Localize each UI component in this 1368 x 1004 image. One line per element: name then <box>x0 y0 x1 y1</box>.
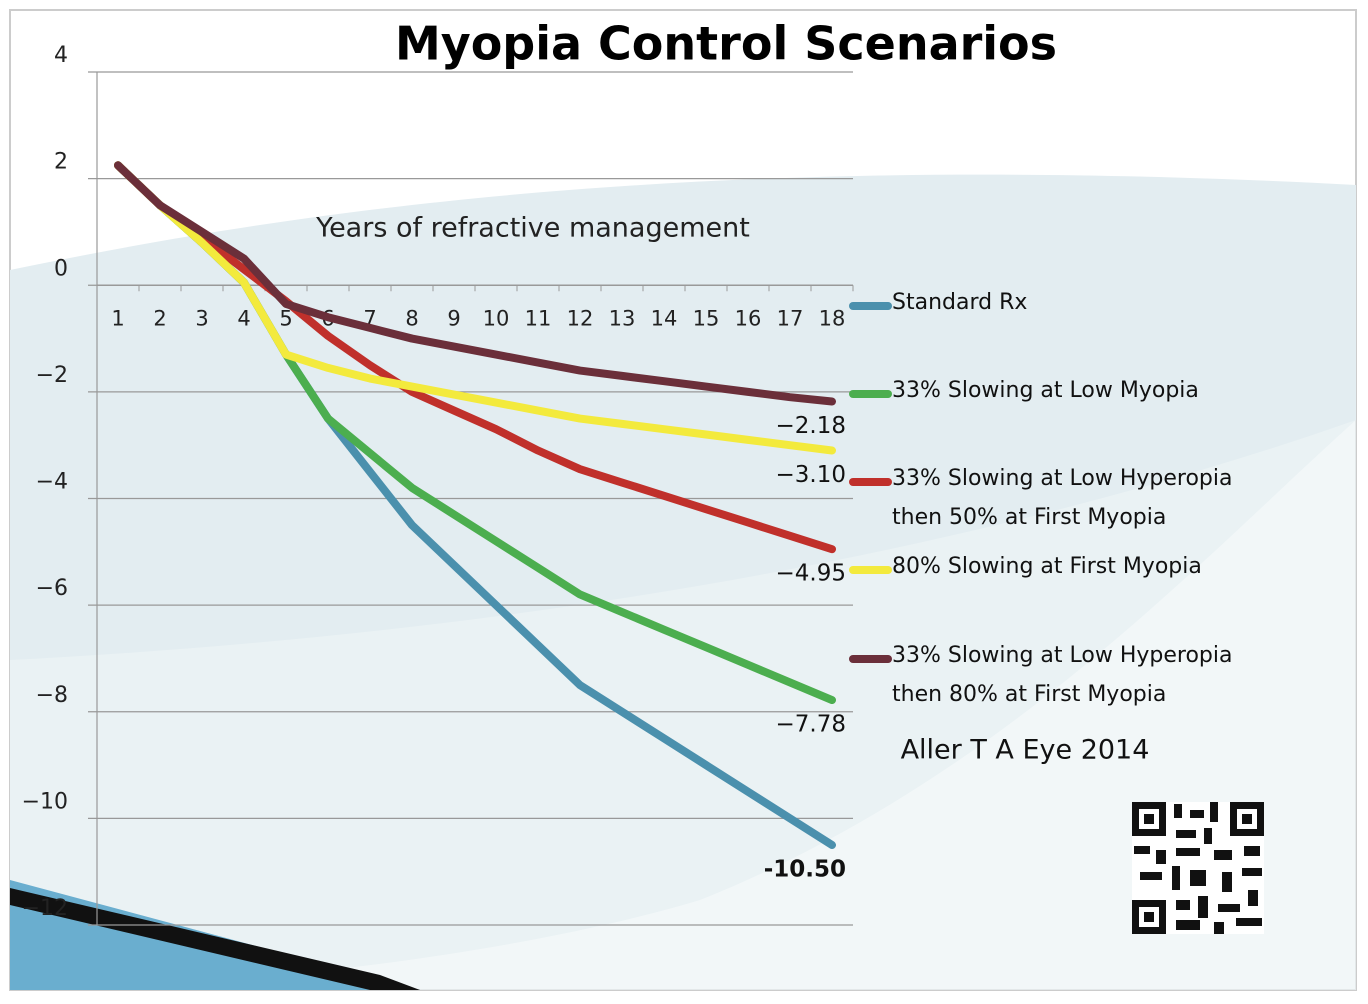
x-tick-label: 10 <box>483 306 510 330</box>
legend-label: 33% Slowing at Low Hyperopia then 50% at… <box>892 466 1233 530</box>
data-label: −4.95 <box>776 561 846 587</box>
data-label: −3.10 <box>776 462 846 488</box>
x-tick-label: 13 <box>609 306 636 330</box>
x-tick-label: 16 <box>735 306 762 330</box>
x-tick-label: 2 <box>153 306 166 330</box>
x-axis-title: Years of refractive management <box>315 213 750 244</box>
x-tick-label: 11 <box>525 306 552 330</box>
x-tick-label: 5 <box>279 306 292 330</box>
y-tick-label: −2 <box>36 363 68 388</box>
y-tick-label: −6 <box>36 576 68 601</box>
background-swoosh <box>10 420 1356 990</box>
x-tick-label: 17 <box>777 306 804 330</box>
y-tick-label: −10 <box>22 789 68 814</box>
chart-title: Myopia Control Scenarios <box>395 17 1057 71</box>
x-tick-label: 15 <box>693 306 720 330</box>
series-line <box>114 161 836 554</box>
y-tick-label: 0 <box>54 256 68 281</box>
y-tick-label: 2 <box>54 150 68 175</box>
y-tick-label: −8 <box>36 683 68 708</box>
y-tick-label: 4 <box>54 43 68 68</box>
series-line <box>114 161 836 455</box>
x-tick-label: 3 <box>195 306 208 330</box>
x-tick-label: 18 <box>819 306 846 330</box>
legend-label: 80% Slowing at First Myopia <box>892 554 1202 579</box>
data-label: -10.50 <box>764 857 846 883</box>
annotation: Aller T A Eye 2014 <box>901 735 1150 766</box>
series-line <box>114 161 836 406</box>
data-label: −2.18 <box>776 413 846 439</box>
corner-band <box>10 888 420 990</box>
x-tick-label: 1 <box>111 306 124 330</box>
legend-label: 33% Slowing at Low Hyperopia then 80% at… <box>892 643 1233 707</box>
x-tick-label: 4 <box>237 306 250 330</box>
x-tick-label: 12 <box>567 306 594 330</box>
qr-code <box>1132 802 1264 934</box>
y-tick-label: −12 <box>22 896 68 921</box>
x-tick-label: 14 <box>651 306 678 330</box>
data-label: −7.78 <box>776 712 846 738</box>
y-tick-label: −4 <box>36 470 68 495</box>
x-tick-label: 9 <box>447 306 460 330</box>
legend-label: 33% Slowing at Low Myopia <box>892 378 1199 403</box>
legend-label: Standard Rx <box>892 290 1028 315</box>
x-tick-label: 8 <box>405 306 418 330</box>
